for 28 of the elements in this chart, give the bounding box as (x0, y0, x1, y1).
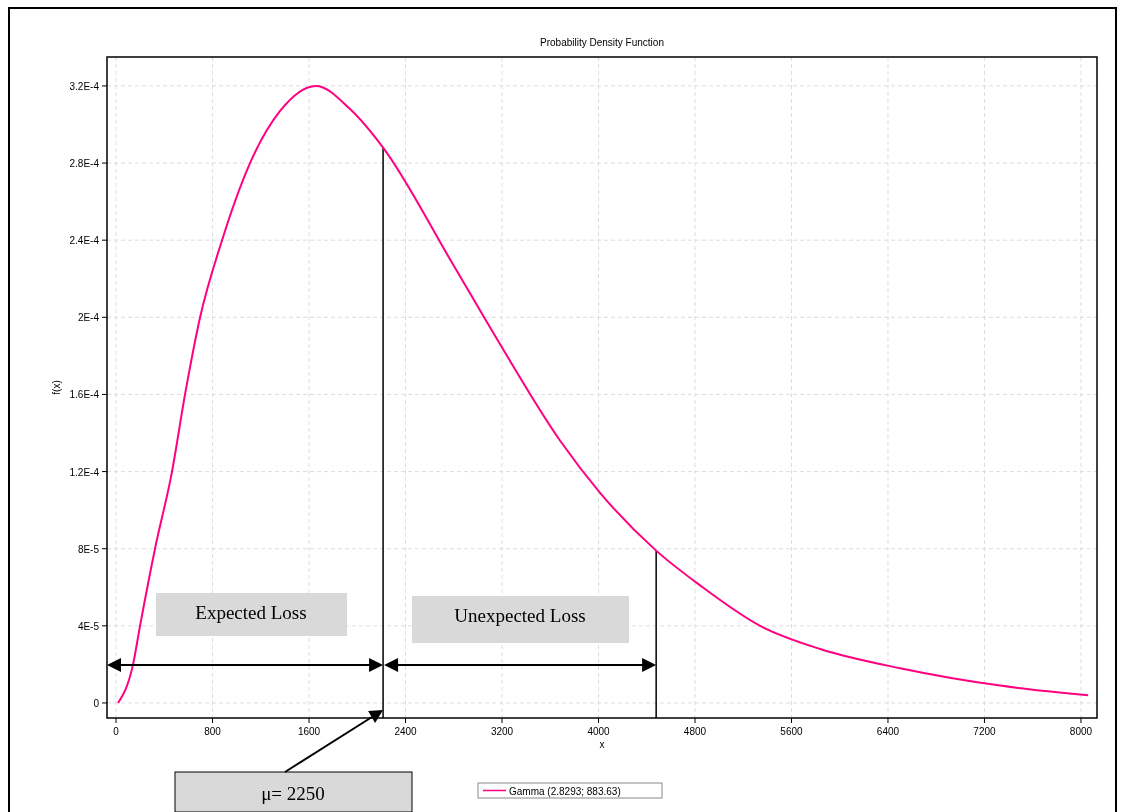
x-tick-label: 800 (204, 726, 222, 737)
line-series (117, 84, 1090, 704)
x-tick-label: 7200 (973, 726, 997, 737)
x-tick-label: 4800 (683, 726, 707, 737)
annotation: Expected Loss (195, 602, 307, 623)
y-tick-label: 1.2E-4 (69, 466, 100, 478)
y-axis-title: f(x) (51, 380, 62, 395)
y-tick-label: 2.8E-4 (69, 158, 100, 170)
text: μ= 2250 (261, 783, 325, 804)
y-tick-label: 3.2E-4 (69, 80, 100, 92)
x-tick-label: 6400 (876, 726, 900, 737)
x-tick-label: 2400 (394, 726, 418, 737)
y-tick-label: 4E-5 (77, 620, 100, 632)
legend-label: Gamma (2.8293; 883.63) (509, 785, 621, 797)
x-tick-label: 4000 (587, 726, 611, 737)
x-axis-title: x (599, 739, 605, 750)
x-tick-label: 0 (113, 726, 120, 737)
y-tick-label: 8E-5 (77, 543, 100, 555)
chart-title: Probability Density Function (540, 37, 664, 48)
x-tick-label: 5600 (780, 726, 804, 737)
y-tick-label: 2.4E-4 (69, 235, 100, 247)
y-tick-label: 2E-4 (77, 312, 100, 324)
annotation: Unexpected Loss (454, 605, 586, 626)
y-tick-label: 1.6E-4 (69, 389, 100, 401)
x-tick-label: 3200 (490, 726, 514, 737)
y-tick-label: 0 (93, 697, 100, 709)
x-tick-label: 8000 (1069, 726, 1093, 737)
x-tick-label: 1600 (297, 726, 321, 737)
